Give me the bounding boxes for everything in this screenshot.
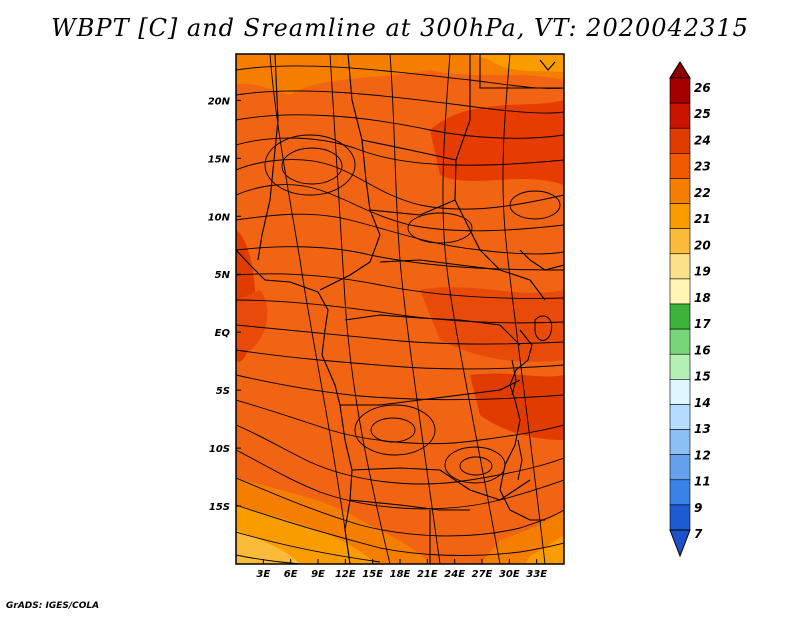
lat-tick-label: EQ bbox=[215, 328, 231, 339]
colorbar-label: 21 bbox=[694, 212, 711, 226]
lon-tick-label: 18E bbox=[390, 569, 411, 580]
colorbar-swatch bbox=[669, 228, 691, 255]
colorbar-label: 23 bbox=[694, 160, 711, 174]
colorbar-swatch bbox=[669, 203, 691, 229]
colorbar-swatch bbox=[669, 479, 691, 506]
colorbar-label: 18 bbox=[694, 291, 711, 305]
colorbar-labels: 26 25 24 23 22 21 20 19 18 17 16 15 14 13 12 11 9 7 bbox=[694, 81, 711, 541]
lat-tick-label: 5N bbox=[215, 270, 231, 281]
colorbar-swatch bbox=[669, 328, 691, 355]
lon-tick-label: 27E bbox=[472, 569, 493, 580]
lon-tick-label: 15E bbox=[362, 569, 383, 580]
colorbar-label: 26 bbox=[694, 81, 711, 95]
colorbar-swatch bbox=[669, 404, 691, 430]
colorbar-swatch bbox=[669, 303, 691, 330]
chart-title: WBPT [C] and Sreamline at 300hPa, VT: 20… bbox=[51, 14, 749, 42]
colorbar-label: 22 bbox=[694, 186, 711, 200]
colorbar-swatch bbox=[669, 454, 691, 481]
colorbar-swatch bbox=[669, 127, 691, 154]
wbpt-field bbox=[236, 54, 564, 564]
colorbar-swatch bbox=[669, 253, 691, 280]
lon-tick-label: 12E bbox=[335, 569, 356, 580]
colorbar-label: 11 bbox=[694, 475, 711, 489]
lakes bbox=[511, 315, 553, 481]
lat-tick-label: 20N bbox=[208, 96, 231, 107]
lon-tick-label: 3E bbox=[256, 569, 270, 580]
lat-tick-label: 5S bbox=[216, 386, 230, 397]
colorbar-label: 25 bbox=[694, 107, 711, 121]
colorbar-label: 24 bbox=[694, 133, 711, 147]
lon-tick-label: 6E bbox=[284, 569, 298, 580]
lat-tick-label: 10S bbox=[209, 444, 230, 455]
lat-tick-label: 15N bbox=[208, 154, 231, 165]
lat-tick-label: 10N bbox=[208, 212, 231, 223]
colorbar-swatch bbox=[669, 153, 691, 179]
lon-tick-label: 33E bbox=[526, 569, 547, 580]
colorbar-label: 20 bbox=[694, 238, 711, 252]
colorbar-swatch bbox=[669, 178, 691, 204]
lon-tick-label: 9E bbox=[311, 569, 325, 580]
colorbar-label: 14 bbox=[694, 396, 711, 410]
colorbar-swatches bbox=[669, 77, 691, 531]
lon-tick-label: 24E bbox=[444, 569, 465, 580]
colorbar-label: 17 bbox=[694, 317, 711, 331]
country-borders bbox=[236, 54, 564, 564]
colorbar-swatch bbox=[669, 379, 691, 405]
latitude-ticks: 20N 15N 10N 5N EQ 5S 10S 15S bbox=[208, 96, 241, 513]
colorbar: 26 25 24 23 22 21 20 19 18 17 16 15 14 13 12 11 9 7 bbox=[669, 61, 711, 558]
colorbar-label: 12 bbox=[694, 448, 711, 462]
colorbar-label: 13 bbox=[694, 422, 711, 436]
lon-tick-label: 30E bbox=[499, 569, 520, 580]
colorbar-swatch bbox=[669, 278, 691, 305]
colorbar-swatch bbox=[669, 353, 691, 380]
colorbar-label: 19 bbox=[694, 265, 711, 279]
lat-tick-label: 15S bbox=[209, 502, 230, 513]
colorbar-swatch bbox=[669, 429, 691, 455]
colorbar-swatch bbox=[669, 504, 691, 531]
longitude-ticks: 3E 6E 9E 12E 15E 18E 21E 24E 27E 30E 33E bbox=[256, 559, 547, 580]
colorbar-label: 16 bbox=[694, 343, 711, 357]
footer-credit: GrADS: IGES/COLA bbox=[6, 601, 100, 611]
colorbar-swatch bbox=[669, 102, 691, 129]
lon-tick-label: 21E bbox=[417, 569, 438, 580]
colorbar-swatch bbox=[669, 77, 691, 104]
colorbar-label: 7 bbox=[694, 527, 703, 541]
colorbar-label: 9 bbox=[694, 501, 702, 515]
colorbar-label: 15 bbox=[694, 370, 711, 384]
